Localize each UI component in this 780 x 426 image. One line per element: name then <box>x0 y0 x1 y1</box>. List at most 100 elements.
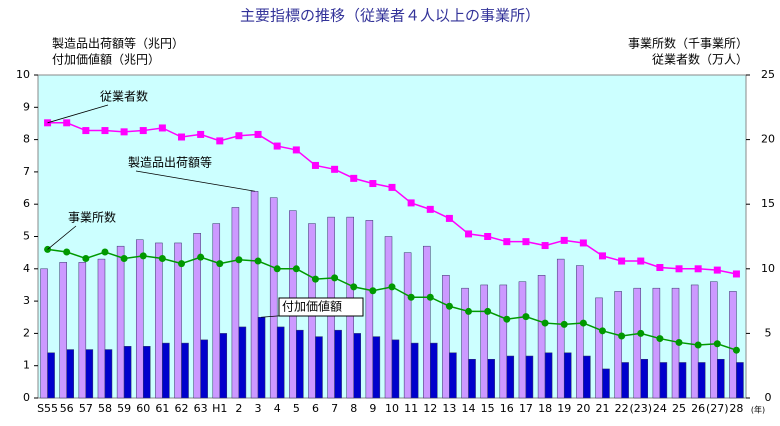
marker <box>579 319 587 327</box>
x-tick-label: 58 <box>98 402 112 415</box>
bar <box>365 220 374 399</box>
y2-tick-label: 20 <box>761 133 775 146</box>
bar <box>614 291 622 399</box>
series-annotation: 付加価値額 <box>282 299 342 314</box>
bar <box>518 281 527 399</box>
marker <box>484 233 492 240</box>
marker <box>675 338 683 346</box>
y-axis-label: 付加価値額（兆円） <box>52 52 160 67</box>
marker <box>158 124 166 132</box>
marker <box>63 119 71 127</box>
bar <box>563 352 572 399</box>
bar <box>353 333 361 399</box>
bar <box>697 362 706 399</box>
marker <box>560 236 568 244</box>
marker <box>560 320 568 328</box>
series-annotation: 製造品出荷額等 <box>128 156 212 170</box>
x-tick-label: S55 <box>37 402 58 415</box>
x-tick-label: 9 <box>369 402 376 415</box>
y2-axis-label: 事業所数（千事業所） <box>628 36 748 51</box>
marker <box>598 327 606 335</box>
x-tick-label: 61 <box>155 402 169 415</box>
bar <box>181 342 189 399</box>
y2-tick-label: 10 <box>761 262 775 275</box>
bar <box>276 326 285 399</box>
marker <box>598 252 606 260</box>
bar <box>595 297 603 399</box>
x-tick-label: (23) <box>629 402 652 415</box>
bar <box>40 268 48 399</box>
x-tick-label: 26 <box>691 402 705 415</box>
marker <box>732 270 740 278</box>
marker <box>235 256 243 264</box>
marker <box>694 341 702 349</box>
x-tick-label: 6 <box>312 402 319 415</box>
bar <box>621 362 629 399</box>
bar <box>59 262 67 399</box>
x-tick-label: 60 <box>136 402 150 415</box>
bar <box>47 352 55 399</box>
marker <box>197 130 205 138</box>
x-tick-label: 16 <box>500 402 514 415</box>
marker <box>120 128 128 136</box>
marker <box>178 260 186 268</box>
bar <box>461 287 469 399</box>
marker <box>216 260 224 268</box>
bar <box>430 342 438 399</box>
marker <box>82 254 90 262</box>
y2-tick-label: 5 <box>765 326 772 339</box>
bar <box>296 329 304 399</box>
bar <box>403 252 412 399</box>
marker <box>197 253 205 261</box>
x-tick-label: 21 <box>595 402 609 415</box>
bar <box>602 368 610 399</box>
marker <box>656 264 664 272</box>
y-tick-label: 7 <box>23 165 30 178</box>
bar <box>315 336 323 399</box>
bar <box>633 287 642 399</box>
bar <box>537 275 546 399</box>
x-tick-label: 15 <box>481 402 495 415</box>
x-tick-label: 17 <box>519 402 533 415</box>
marker <box>369 180 377 188</box>
bar <box>410 342 419 399</box>
marker <box>273 265 281 273</box>
bar <box>212 223 221 399</box>
y-tick-label: 3 <box>23 294 30 307</box>
bar <box>231 207 240 399</box>
marker <box>139 127 147 135</box>
bar <box>104 349 113 399</box>
y2-axis-label: 従業者数（万人） <box>652 52 748 67</box>
bar <box>123 346 132 399</box>
bar <box>269 197 278 399</box>
bar <box>391 339 400 399</box>
marker <box>350 283 358 291</box>
bar <box>583 355 591 399</box>
bar <box>174 242 182 399</box>
marker <box>637 329 645 337</box>
x-tick-label: 18 <box>538 402 552 415</box>
x-tick-label: 7 <box>331 402 338 415</box>
x-tick-label: 25 <box>672 402 686 415</box>
y-axis-label: 製造品出荷額等（兆円） <box>52 37 184 51</box>
y-tick-label: 6 <box>23 197 30 210</box>
x-tick-label: 2 <box>235 402 242 415</box>
marker <box>541 319 549 327</box>
y-tick-label: 9 <box>23 100 30 113</box>
marker <box>445 302 453 310</box>
marker <box>101 248 109 256</box>
x-tick-label: 3 <box>255 402 262 415</box>
marker <box>331 165 339 173</box>
bar <box>659 362 668 399</box>
bar <box>576 265 584 399</box>
marker <box>541 242 549 250</box>
marker <box>369 287 377 295</box>
marker <box>503 238 511 246</box>
marker <box>426 293 434 301</box>
marker <box>139 252 147 260</box>
bar <box>449 352 457 399</box>
marker <box>522 238 530 246</box>
chart-title: 主要指標の推移（従業者４人以上の事業所） <box>240 7 540 25</box>
bar <box>480 284 488 399</box>
x-tick-label: 5 <box>293 402 300 415</box>
